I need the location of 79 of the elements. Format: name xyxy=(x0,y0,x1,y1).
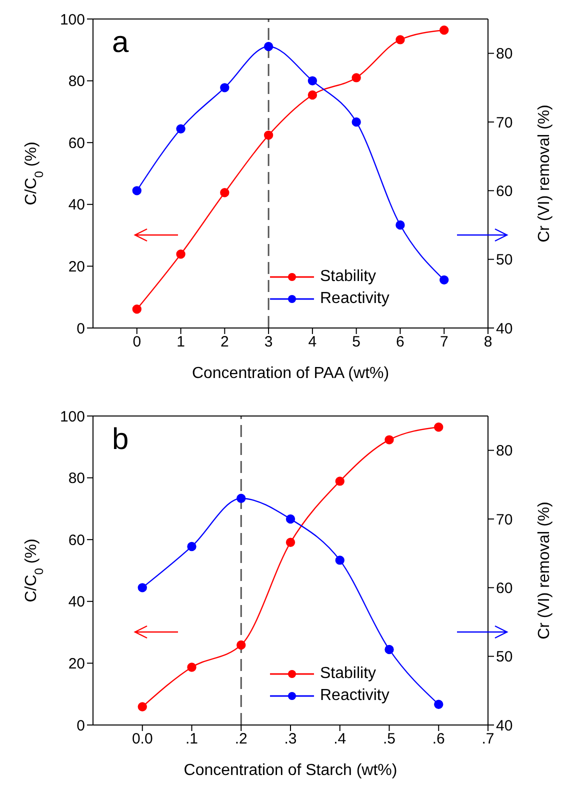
y2-tick-label: 50 xyxy=(496,648,513,666)
y-tick-label: 100 xyxy=(60,11,85,28)
point xyxy=(440,275,449,285)
point xyxy=(384,435,394,444)
y-tick-label: 60 xyxy=(68,532,85,549)
x-axis-title: Concentration of PAA (wt%) xyxy=(192,365,390,382)
point xyxy=(396,35,405,44)
y-tick-label: 80 xyxy=(68,73,85,90)
point xyxy=(286,514,296,524)
point xyxy=(236,640,246,650)
x-tick-label: .6 xyxy=(432,730,445,748)
x-tick-label: .2 xyxy=(234,730,248,748)
y-tick-label: 0 xyxy=(76,320,85,338)
x-tick-label: 2 xyxy=(220,334,229,351)
point xyxy=(220,83,230,92)
point xyxy=(138,702,147,712)
point xyxy=(187,542,196,552)
y2-tick-label: 50 xyxy=(496,252,513,269)
point xyxy=(132,186,142,196)
point xyxy=(352,117,361,127)
x-tick-label: .5 xyxy=(382,730,396,748)
y2-tick-label: 40 xyxy=(496,320,513,338)
x-tick-label: .1 xyxy=(185,730,198,748)
legend-label: Reactivity xyxy=(320,687,390,705)
y2-tick-label: 80 xyxy=(496,46,513,63)
x-tick-label: 1 xyxy=(176,334,185,351)
annotation: a xyxy=(112,26,129,60)
x-tick-label: 8 xyxy=(484,334,492,351)
y-tick-label: 80 xyxy=(68,470,85,488)
x-tick-label: .7 xyxy=(482,730,494,748)
point xyxy=(384,644,394,654)
point xyxy=(352,73,361,82)
legend-label: Stability xyxy=(320,268,376,286)
x-tick-label: 4 xyxy=(308,334,317,351)
y-tick-label: 40 xyxy=(68,196,85,214)
point xyxy=(264,42,274,52)
point xyxy=(264,130,274,140)
y-tick-label: 0 xyxy=(76,717,85,734)
point xyxy=(308,90,318,100)
y2-tick-label: 80 xyxy=(496,442,513,460)
point xyxy=(138,583,147,592)
x-tick-label: 5 xyxy=(352,334,361,351)
annotation: b xyxy=(112,423,129,457)
legend-label: Stability xyxy=(320,665,376,683)
y-tick-label: 60 xyxy=(68,134,85,152)
point xyxy=(176,250,186,259)
y-tick-label: 100 xyxy=(60,408,85,426)
point xyxy=(434,700,444,709)
y2-tick-label: 60 xyxy=(496,580,513,597)
x-tick-label: 6 xyxy=(396,334,404,351)
point xyxy=(187,662,196,672)
y-tick-label: 20 xyxy=(68,258,85,276)
point xyxy=(440,26,449,35)
x-tick-label: 0.0 xyxy=(132,730,153,748)
x-tick-label: .4 xyxy=(334,730,346,748)
x-tick-label: 0 xyxy=(132,334,142,351)
point xyxy=(308,76,318,86)
x-axis-title: Concentration of Starch (wt%) xyxy=(184,762,398,779)
y2-axis-title: Cr (VI) removal (%) xyxy=(536,502,553,640)
point xyxy=(236,494,246,503)
point xyxy=(335,476,344,486)
y2-axis-title: Cr (VI) removal (%) xyxy=(536,104,553,242)
y2-tick-label: 70 xyxy=(496,511,513,528)
x-tick-label: 7 xyxy=(440,334,448,351)
x-tick-label: .3 xyxy=(284,730,297,748)
point xyxy=(286,538,296,547)
point xyxy=(434,422,444,432)
point xyxy=(335,556,344,565)
x-tick-label: 3 xyxy=(264,334,273,351)
point xyxy=(220,188,230,198)
y2-tick-label: 70 xyxy=(496,114,513,132)
legend-label: Reactivity xyxy=(320,290,390,308)
y-tick-label: 40 xyxy=(68,594,85,611)
point xyxy=(396,220,405,230)
y2-tick-label: 60 xyxy=(496,182,513,200)
point xyxy=(132,304,142,314)
y2-tick-label: 40 xyxy=(496,717,513,734)
point xyxy=(176,124,186,134)
y-tick-label: 20 xyxy=(68,656,85,673)
